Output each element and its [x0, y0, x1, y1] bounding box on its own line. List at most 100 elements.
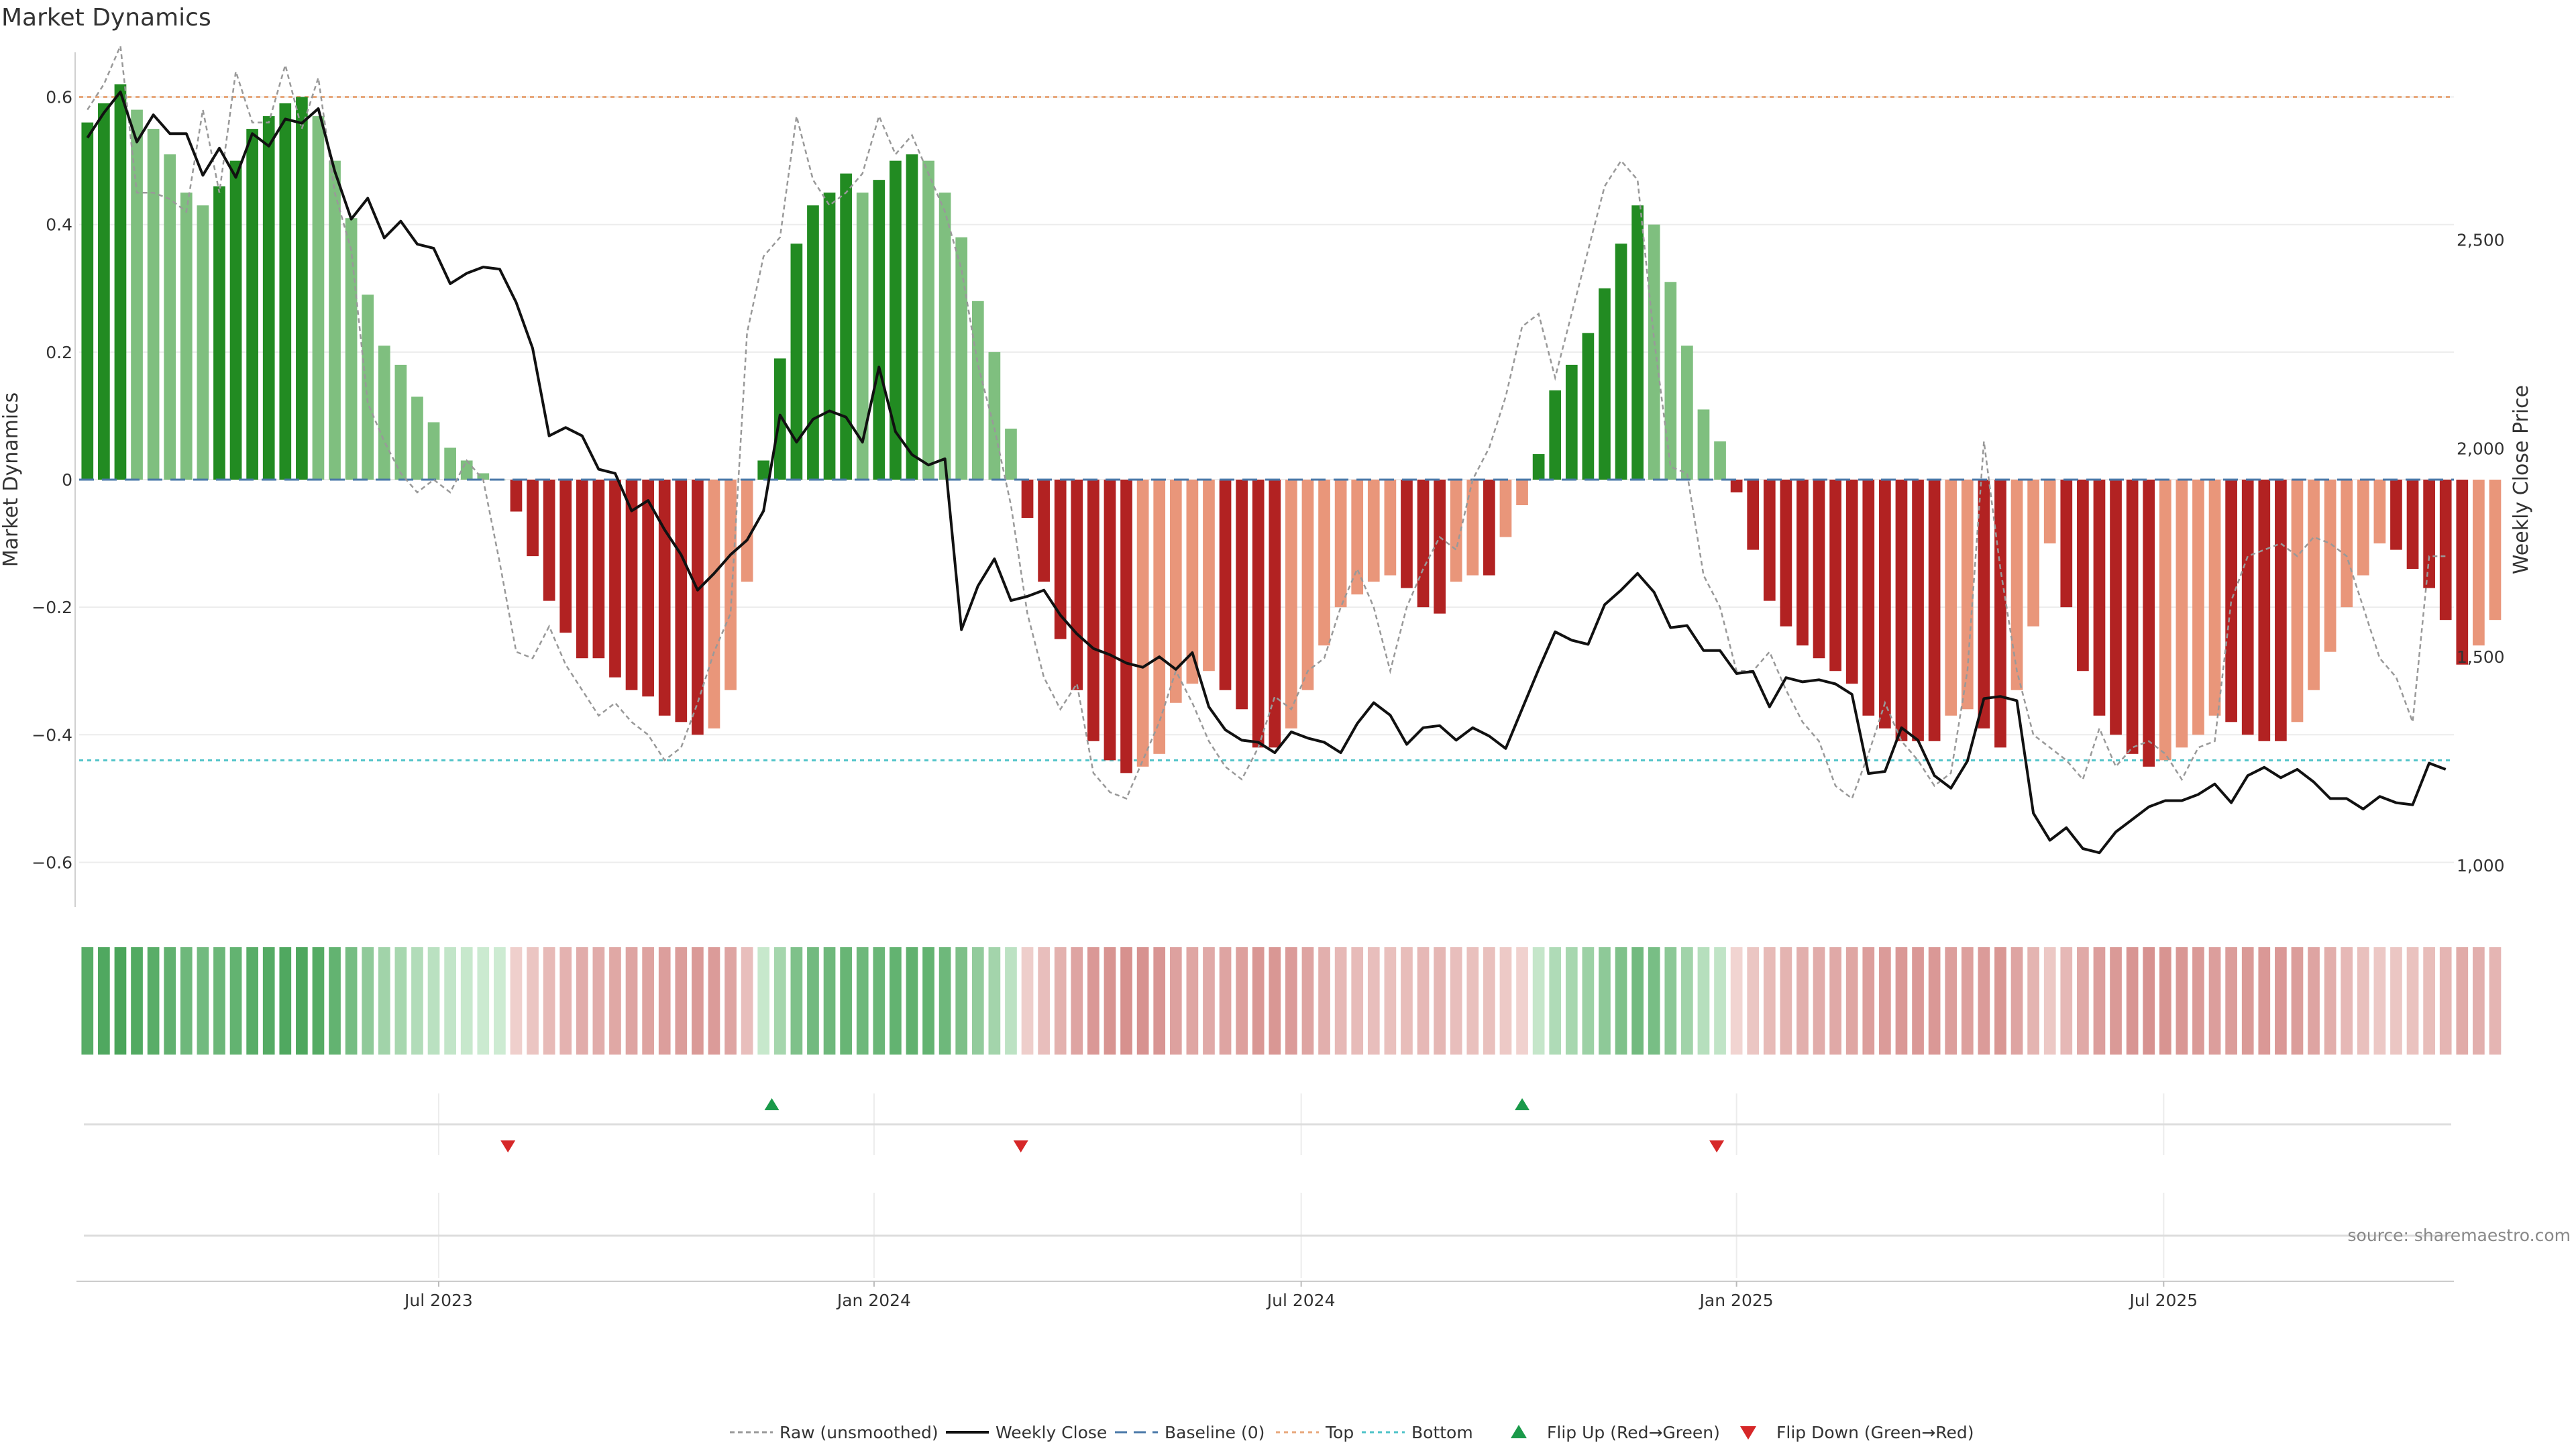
- heat-cell: [279, 947, 292, 1055]
- bar: [2176, 480, 2188, 748]
- bar: [625, 480, 638, 690]
- bar: [1648, 224, 1660, 480]
- bar: [1796, 480, 1809, 646]
- bar: [296, 97, 308, 480]
- heat-cell: [1285, 947, 1297, 1055]
- heat-cell: [262, 947, 275, 1055]
- heat-cell: [2406, 947, 2419, 1055]
- bar: [1845, 480, 1858, 684]
- bar: [1945, 480, 1957, 716]
- heat-cell: [592, 947, 605, 1055]
- bar: [2456, 480, 2469, 665]
- heat-cell: [444, 947, 456, 1055]
- heat-cell: [1549, 947, 1562, 1055]
- bar: [840, 173, 852, 480]
- bar: [807, 205, 819, 480]
- heat-cell: [1318, 947, 1330, 1055]
- source-note: source: sharemaestro.com: [2348, 1226, 2571, 1245]
- heat-cell: [1780, 947, 1792, 1055]
- close-series-group: [86, 91, 2447, 855]
- bar: [856, 193, 869, 480]
- heat-cell: [1648, 947, 1660, 1055]
- flip-markers-panel: [84, 1093, 2451, 1278]
- heat-cell: [2241, 947, 2254, 1055]
- heat-cell: [2439, 947, 2452, 1055]
- heat-cell: [1945, 947, 1957, 1055]
- bar: [938, 193, 951, 480]
- bar: [1565, 364, 1578, 480]
- flip-down-marker: [1013, 1140, 1028, 1152]
- bar: [2423, 480, 2435, 588]
- bar: [675, 480, 688, 722]
- legend-label: Flip Up (Red→Green): [1547, 1423, 1720, 1442]
- bar: [955, 237, 968, 480]
- heat-cell: [873, 947, 885, 1055]
- bar: [312, 116, 325, 480]
- heat-cell: [1483, 947, 1495, 1055]
- bar: [1054, 480, 1067, 639]
- bar: [724, 480, 737, 690]
- bar: [197, 205, 209, 480]
- bar: [609, 480, 621, 678]
- bar: [1285, 480, 1297, 729]
- heat-cell: [1599, 947, 1611, 1055]
- heat-cell: [1928, 947, 1941, 1055]
- heat-cell: [642, 947, 654, 1055]
- heat-cell: [345, 947, 358, 1055]
- bar: [81, 122, 94, 480]
- heat-cell: [543, 947, 555, 1055]
- bar: [180, 193, 193, 480]
- heat-cell: [1845, 947, 1858, 1055]
- bar: [477, 473, 490, 480]
- bar: [114, 84, 127, 480]
- legend: Raw (unsmoothed) Weekly Close Baseline (0)…: [730, 1423, 1974, 1442]
- heat-cell: [1516, 947, 1528, 1055]
- bar: [1483, 480, 1495, 576]
- bar: [1120, 480, 1132, 773]
- legend-item-raw: Raw (unsmoothed): [730, 1423, 938, 1442]
- bar: [2110, 480, 2122, 735]
- bar: [543, 480, 555, 601]
- bar: [1599, 288, 1611, 480]
- heat-cell: [1071, 947, 1083, 1055]
- bar: [1269, 480, 1281, 748]
- x-tick-label: Jan 2024: [836, 1291, 911, 1310]
- bar: [2159, 480, 2171, 761]
- heat-cell: [1136, 947, 1149, 1055]
- bar: [1780, 480, 1792, 627]
- heat-cell: [1269, 947, 1281, 1055]
- bar: [131, 109, 143, 480]
- heat-cell: [1697, 947, 1710, 1055]
- heat-cell: [840, 947, 852, 1055]
- bar: [2439, 480, 2452, 621]
- left-tick-label: 0.2: [46, 343, 72, 362]
- bar: [1532, 453, 1545, 480]
- bar: [2093, 480, 2106, 716]
- bar: [1153, 480, 1166, 754]
- heat-cell: [1186, 947, 1199, 1055]
- bar: [2126, 480, 2139, 754]
- heat-cell: [724, 947, 737, 1055]
- bar: [1697, 409, 1710, 480]
- heat-cell: [1334, 947, 1347, 1055]
- bar: [790, 244, 803, 480]
- heat-cell: [2093, 947, 2106, 1055]
- heat-cell: [576, 947, 588, 1055]
- heat-cell: [1434, 947, 1446, 1055]
- bar: [890, 160, 902, 480]
- heat-cell: [1763, 947, 1776, 1055]
- x-tick-label: Jan 2025: [1699, 1291, 1774, 1310]
- bar: [1862, 480, 1875, 716]
- heat-cell: [2159, 947, 2171, 1055]
- left-axis-title: Market Dynamics: [0, 392, 23, 568]
- bar: [2473, 480, 2485, 646]
- bar: [1466, 480, 1479, 576]
- bar: [873, 180, 885, 480]
- heat-cell: [890, 947, 902, 1055]
- bar: [1038, 480, 1050, 582]
- heat-cell: [971, 947, 984, 1055]
- bar: [1071, 480, 1083, 690]
- heat-cell: [1730, 947, 1743, 1055]
- heat-cell: [1054, 947, 1067, 1055]
- bar: [1351, 480, 1364, 595]
